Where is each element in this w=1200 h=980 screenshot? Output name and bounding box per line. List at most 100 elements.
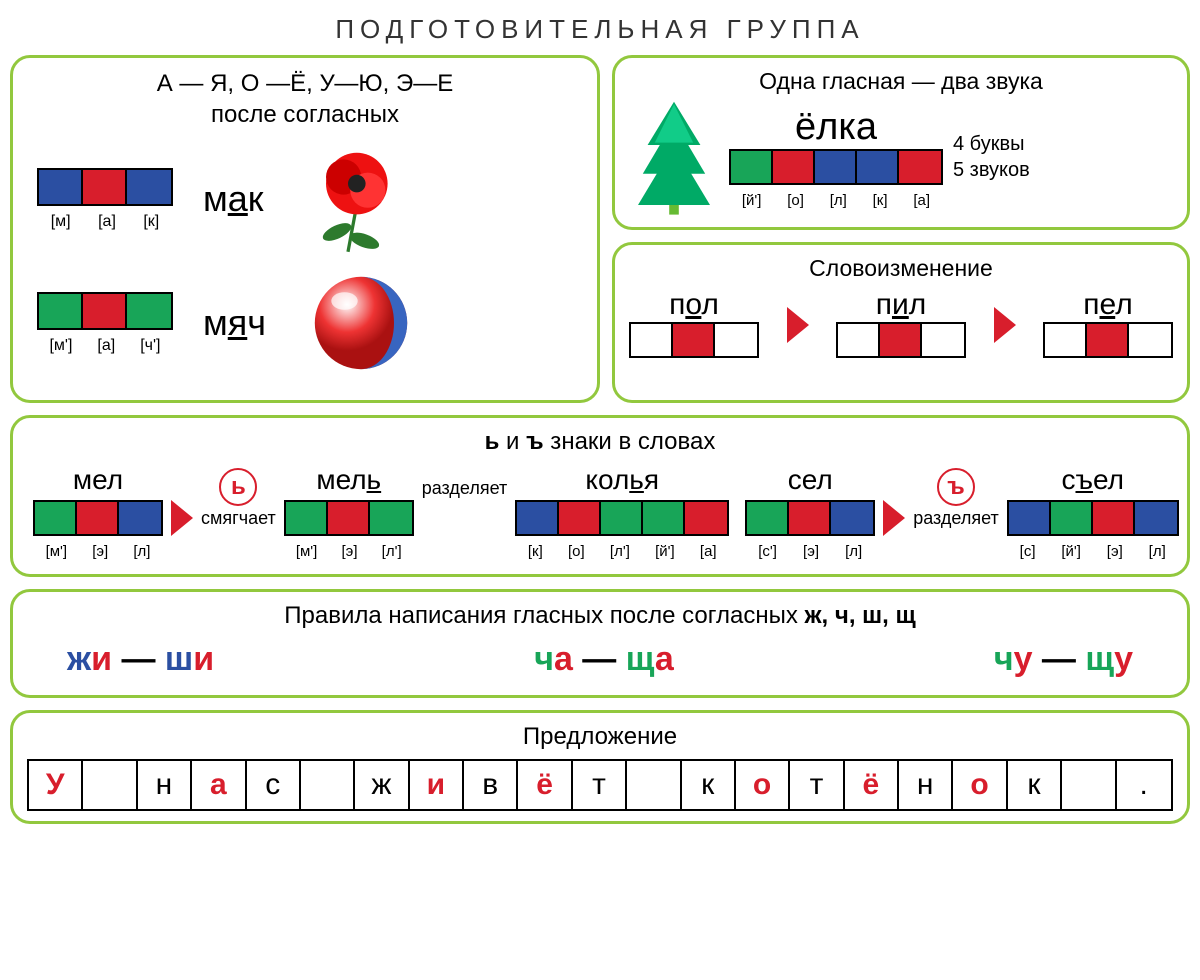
sound-label: [э] bbox=[1107, 543, 1123, 560]
p3-heading: Словоизменение bbox=[629, 255, 1173, 282]
sign-word-item: съел[с][й'][э][л] bbox=[1007, 464, 1179, 560]
sound-cell bbox=[35, 502, 77, 534]
sound-cell bbox=[1129, 324, 1171, 356]
sentence-cell: о bbox=[953, 761, 1007, 809]
sound-cell bbox=[631, 324, 673, 356]
sound-cell bbox=[83, 294, 127, 328]
sentence-cell: У bbox=[29, 761, 83, 809]
p1-heading-l1: А — Я, О —Ё, У—Ю, Э—Е bbox=[27, 68, 583, 99]
p2-info: 4 буквы 5 звуков bbox=[953, 131, 1030, 183]
sound-label: [й'] bbox=[1061, 543, 1081, 560]
arrow-right-icon bbox=[994, 307, 1016, 343]
sentence-cell: т bbox=[573, 761, 627, 809]
word-change-item: пел bbox=[1043, 288, 1173, 361]
sound-cell bbox=[1009, 502, 1051, 534]
sentence-cell: ё bbox=[518, 761, 572, 809]
sound-cell bbox=[1135, 502, 1177, 534]
sound-cell bbox=[685, 502, 727, 534]
sound-label: [к] bbox=[873, 192, 888, 209]
poppy-icon bbox=[294, 144, 424, 254]
sentence-cell: к bbox=[1008, 761, 1062, 809]
sound-cell bbox=[731, 151, 773, 183]
sound-label: [л] bbox=[830, 192, 847, 209]
sound-label: [к] bbox=[143, 213, 159, 231]
panel-spelling-rules: Правила написания гласных после согласны… bbox=[10, 589, 1190, 698]
sentence-cell: н bbox=[138, 761, 192, 809]
spelling-pair: чу — щу bbox=[994, 640, 1133, 679]
sound-label: [а] bbox=[98, 213, 116, 231]
sentence-cell: ё bbox=[845, 761, 899, 809]
sound-label: [а] bbox=[97, 337, 115, 355]
sound-cell bbox=[328, 502, 370, 534]
spelling-pair: жи — ши bbox=[67, 640, 214, 679]
sound-label: [к] bbox=[528, 543, 543, 560]
p2-heading: Одна гласная — два звука bbox=[629, 68, 1173, 95]
sign-marker: ьсмягчает bbox=[201, 464, 276, 529]
sound-label: [ч'] bbox=[140, 337, 160, 355]
p1-heading-l2: после согласных bbox=[27, 99, 583, 130]
p5-heading: Правила написания гласных после согласны… bbox=[27, 602, 1173, 630]
sound-cell bbox=[127, 170, 171, 204]
panel-sentence: Предложение Унасживёткотёнок. bbox=[10, 710, 1190, 824]
sentence-cell bbox=[627, 761, 681, 809]
sound-cell bbox=[899, 151, 941, 183]
sign-word-item: сел[с'][э][л] bbox=[745, 464, 875, 560]
sound-label: [л'] bbox=[610, 543, 630, 560]
sound-cell bbox=[1045, 324, 1087, 356]
sign-word-item: мель[м'][э][л'] bbox=[284, 464, 414, 560]
sound-cell bbox=[601, 502, 643, 534]
sentence-cell: с bbox=[247, 761, 301, 809]
sentence-cell bbox=[1062, 761, 1116, 809]
sound-label: [м'] bbox=[46, 543, 68, 560]
p4-heading: ь и ъ знаки в словах bbox=[27, 428, 1173, 456]
spelling-pair: ча — ща bbox=[534, 640, 674, 679]
sound-label: [э] bbox=[803, 543, 819, 560]
sign-word-item: колья[к][о][л'][й'][а] bbox=[515, 464, 729, 560]
sound-label: [л] bbox=[845, 543, 862, 560]
sound-cell bbox=[922, 324, 964, 356]
sound-label: [м'] bbox=[49, 337, 72, 355]
sound-cell bbox=[119, 502, 161, 534]
sound-cell bbox=[1093, 502, 1135, 534]
sound-cell bbox=[77, 502, 119, 534]
sentence-cell: а bbox=[192, 761, 246, 809]
arrow-right-icon bbox=[883, 500, 905, 536]
sound-cell bbox=[370, 502, 412, 534]
sign-word-item: мел[м'][э][л] bbox=[33, 464, 163, 560]
sound-cell bbox=[880, 324, 922, 356]
sentence-cell bbox=[301, 761, 355, 809]
sound-cell bbox=[127, 294, 171, 328]
separator-label: разделяет bbox=[422, 464, 508, 499]
sound-cell bbox=[1051, 502, 1093, 534]
panel-word-change: Словоизменение полпилпел bbox=[612, 242, 1190, 403]
sound-cell bbox=[815, 151, 857, 183]
sentence-cell bbox=[83, 761, 137, 809]
word-myach: мяч bbox=[203, 302, 266, 344]
sound-cell bbox=[673, 324, 715, 356]
ball-icon bbox=[296, 268, 426, 378]
sound-cell bbox=[838, 324, 880, 356]
sentence-cell: . bbox=[1117, 761, 1171, 809]
sound-label: [л] bbox=[133, 543, 150, 560]
word-yolka: ёлка bbox=[729, 106, 943, 149]
sentence-cell: н bbox=[899, 761, 953, 809]
sound-label: [л] bbox=[1149, 543, 1166, 560]
sound-cell bbox=[286, 502, 328, 534]
panel-one-vowel-two-sounds: Одна гласная — два звука ёлка [й'][о][л]… bbox=[612, 55, 1190, 230]
arrow-right-icon bbox=[787, 307, 809, 343]
p6-heading: Предложение bbox=[27, 723, 1173, 751]
sign-marker: ъразделяет bbox=[913, 464, 999, 529]
sound-label: [л'] bbox=[382, 543, 402, 560]
sound-label: [с'] bbox=[758, 543, 777, 560]
sound-cell bbox=[83, 170, 127, 204]
sound-cell bbox=[643, 502, 685, 534]
panel-vowel-pairs: А — Я, О —Ё, У—Ю, Э—Е после согласных [м… bbox=[10, 55, 600, 403]
sentence-cell: в bbox=[464, 761, 518, 809]
sentence-cell: к bbox=[682, 761, 736, 809]
sound-cell bbox=[747, 502, 789, 534]
sound-label: [э] bbox=[342, 543, 358, 560]
word-mak: мак bbox=[203, 178, 264, 220]
sound-label: [э] bbox=[92, 543, 108, 560]
sound-cell bbox=[831, 502, 873, 534]
fir-tree-icon bbox=[629, 97, 719, 217]
